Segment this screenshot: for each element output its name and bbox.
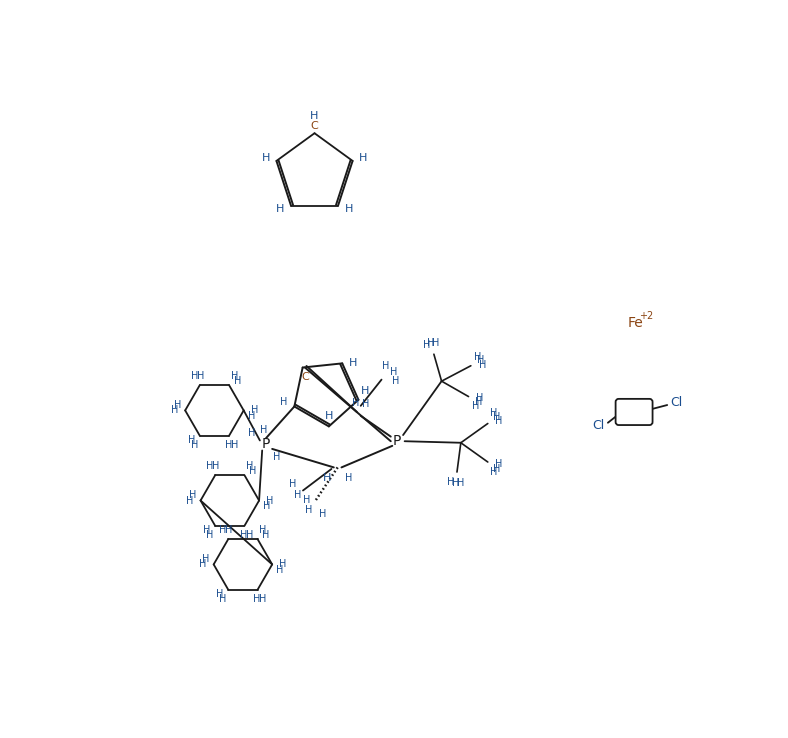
- Text: H: H: [246, 530, 254, 540]
- Text: H: H: [279, 559, 287, 570]
- Text: H: H: [490, 408, 497, 418]
- Text: H: H: [390, 367, 397, 377]
- Text: C: C: [301, 372, 309, 382]
- Text: H: H: [344, 204, 353, 214]
- FancyBboxPatch shape: [615, 399, 652, 425]
- Text: P: P: [392, 434, 401, 448]
- Text: H: H: [474, 351, 481, 362]
- Text: H: H: [197, 371, 204, 381]
- Text: H: H: [345, 473, 353, 483]
- Text: H: H: [206, 461, 214, 471]
- Text: H: H: [305, 505, 312, 514]
- Text: H: H: [225, 440, 232, 450]
- Text: H: H: [392, 376, 399, 386]
- Text: H: H: [191, 440, 198, 450]
- Text: H: H: [188, 435, 195, 445]
- Text: H: H: [199, 559, 206, 570]
- Text: H: H: [276, 565, 284, 575]
- Text: H: H: [477, 393, 484, 402]
- Text: H: H: [171, 405, 178, 415]
- Text: H: H: [246, 461, 254, 471]
- Text: C: C: [310, 120, 318, 131]
- Text: H: H: [216, 589, 224, 599]
- Text: H: H: [247, 411, 255, 421]
- Text: +2: +2: [639, 311, 653, 321]
- Text: H: H: [351, 398, 359, 407]
- Text: H: H: [422, 340, 430, 351]
- Text: H: H: [259, 594, 266, 604]
- Text: H: H: [303, 494, 310, 505]
- Text: H: H: [289, 480, 296, 489]
- Text: H: H: [191, 370, 198, 381]
- Text: H: H: [325, 410, 333, 421]
- Text: H: H: [231, 440, 238, 450]
- Text: H: H: [186, 495, 194, 506]
- Text: H: H: [381, 361, 389, 370]
- Text: H: H: [203, 554, 210, 564]
- Text: H: H: [262, 153, 269, 163]
- Text: H: H: [318, 508, 326, 519]
- Text: H: H: [432, 338, 440, 348]
- Text: H: H: [212, 461, 220, 471]
- Text: H: H: [225, 525, 232, 535]
- Text: H: H: [253, 594, 260, 604]
- Text: H: H: [493, 463, 501, 474]
- Text: H: H: [362, 399, 370, 410]
- Text: H: H: [266, 495, 273, 506]
- Text: H: H: [259, 525, 266, 535]
- Text: H: H: [310, 111, 318, 121]
- Text: H: H: [471, 401, 479, 411]
- Text: H: H: [360, 385, 369, 396]
- Text: Cl: Cl: [671, 396, 682, 409]
- Text: H: H: [251, 405, 258, 415]
- Text: H: H: [478, 360, 486, 370]
- Text: H: H: [493, 412, 501, 422]
- Text: H: H: [249, 466, 257, 476]
- Text: H: H: [490, 467, 497, 477]
- Text: H: H: [359, 153, 367, 163]
- Text: H: H: [276, 204, 284, 214]
- Text: H: H: [231, 370, 238, 381]
- Text: H: H: [234, 376, 241, 386]
- Text: H: H: [478, 356, 485, 365]
- Text: H: H: [219, 525, 227, 535]
- Text: H: H: [475, 397, 482, 407]
- Text: H: H: [174, 400, 181, 410]
- Text: Pd: Pd: [626, 405, 642, 418]
- Text: H: H: [240, 530, 247, 540]
- Text: H: H: [457, 478, 464, 488]
- Text: H: H: [248, 428, 256, 438]
- Text: H: H: [260, 425, 267, 435]
- Text: H: H: [206, 530, 214, 540]
- Text: H: H: [447, 477, 455, 487]
- Text: H: H: [280, 397, 288, 407]
- Text: Fe: Fe: [628, 317, 644, 331]
- Text: P: P: [262, 438, 270, 452]
- Text: H: H: [294, 490, 301, 500]
- Text: H: H: [496, 416, 503, 427]
- Text: H: H: [263, 501, 270, 511]
- Text: H: H: [452, 478, 459, 489]
- Text: H: H: [322, 473, 331, 483]
- Text: H: H: [349, 359, 357, 368]
- Text: H: H: [262, 530, 269, 540]
- Text: H: H: [273, 452, 281, 462]
- Text: H: H: [427, 338, 434, 348]
- Text: Cl: Cl: [593, 418, 604, 432]
- Text: H: H: [496, 459, 503, 469]
- Text: H: H: [203, 525, 210, 535]
- Text: H: H: [189, 490, 197, 500]
- Text: H: H: [219, 594, 227, 604]
